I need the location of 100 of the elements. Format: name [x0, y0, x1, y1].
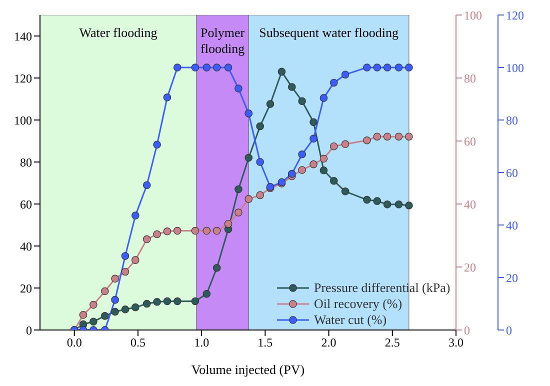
point	[132, 212, 140, 220]
point	[111, 274, 119, 283]
legend-label: Pressure differential (kPa)	[314, 280, 450, 296]
point	[163, 94, 172, 102]
point	[320, 166, 328, 174]
point	[224, 220, 232, 228]
point	[100, 312, 109, 320]
point	[212, 64, 221, 72]
y-tick-label: 20	[20, 281, 32, 296]
legend-label: Water cut (%)	[314, 312, 387, 328]
point	[244, 110, 253, 118]
point	[266, 100, 274, 108]
point	[121, 252, 130, 260]
y-tick-label: 60	[20, 197, 32, 212]
y2-tick-label: 60	[464, 134, 476, 148]
point	[363, 136, 371, 144]
point	[111, 296, 119, 304]
point	[142, 181, 151, 189]
y3-tick-label: 20	[506, 270, 518, 285]
point	[234, 185, 242, 194]
x-tick-label: 0.0	[66, 336, 82, 350]
point	[132, 303, 140, 312]
y-tick-label: 100	[14, 113, 32, 128]
point	[191, 226, 200, 235]
y-tick-label: 0	[26, 323, 32, 338]
point	[153, 230, 161, 238]
point	[405, 202, 413, 210]
point	[310, 134, 318, 143]
point	[121, 306, 130, 314]
point	[330, 177, 338, 185]
point	[244, 154, 253, 162]
point	[173, 297, 182, 306]
point	[191, 64, 200, 72]
point	[298, 97, 306, 105]
y3-tick-label: 120	[506, 8, 524, 22]
y-tick-label: 80	[20, 155, 32, 170]
y2-tick-label: 40	[464, 197, 476, 212]
point	[394, 132, 403, 140]
point	[202, 290, 211, 298]
point	[394, 64, 403, 72]
point	[202, 226, 211, 235]
point	[256, 158, 264, 166]
x-tick-label: 2.5	[384, 336, 400, 350]
point	[212, 264, 221, 272]
point	[373, 197, 382, 205]
point	[163, 297, 172, 306]
point	[405, 64, 413, 72]
y-tick-label: 140	[14, 29, 32, 44]
band-label: Water flooding	[79, 25, 158, 40]
point	[405, 132, 413, 140]
x-tick-label: 1.5	[258, 336, 273, 350]
point	[298, 166, 306, 174]
point	[298, 150, 306, 158]
point	[330, 142, 338, 150]
point	[383, 64, 392, 72]
point	[341, 140, 350, 148]
point	[288, 170, 296, 178]
point	[90, 318, 98, 326]
x-axis-title: Volume injected (PV)	[191, 362, 305, 377]
point	[234, 208, 242, 216]
point	[163, 228, 172, 236]
point	[373, 64, 382, 72]
y2-tick-label: 0	[464, 323, 470, 338]
point	[173, 226, 182, 235]
point	[79, 310, 88, 319]
x-tick-label: 3.0	[448, 336, 464, 350]
point	[142, 300, 151, 308]
point	[394, 200, 403, 208]
y2-tick-label: 20	[464, 260, 476, 274]
y2-tick-label: 80	[464, 71, 476, 86]
point	[256, 191, 264, 200]
point	[142, 235, 151, 244]
legend-label: Oil recovery (%)	[314, 296, 402, 312]
point	[278, 68, 286, 76]
point	[341, 188, 350, 196]
y3-tick-label: 0	[506, 323, 512, 338]
point	[191, 297, 200, 306]
point	[310, 118, 318, 126]
y-tick-label: 40	[20, 239, 32, 254]
y-tick-label: 120	[14, 71, 32, 86]
point	[212, 226, 221, 235]
x-tick-label: 0.5	[130, 336, 146, 350]
band-label: Polymer flooding	[200, 25, 246, 56]
y3-tick-label: 60	[506, 166, 518, 180]
point	[363, 196, 371, 204]
point	[320, 94, 328, 102]
point	[383, 200, 392, 208]
y3-tick-label: 100	[506, 60, 524, 75]
point	[100, 287, 109, 296]
y2-tick-label: 100	[464, 8, 482, 22]
point	[111, 308, 119, 316]
point	[153, 140, 161, 149]
x-tick-label: 2.0	[321, 336, 336, 350]
point	[330, 78, 338, 87]
point	[256, 122, 264, 130]
point	[310, 160, 318, 168]
point	[90, 300, 98, 309]
point	[224, 64, 232, 72]
y3-tick-label: 40	[506, 218, 518, 232]
point	[132, 256, 140, 264]
